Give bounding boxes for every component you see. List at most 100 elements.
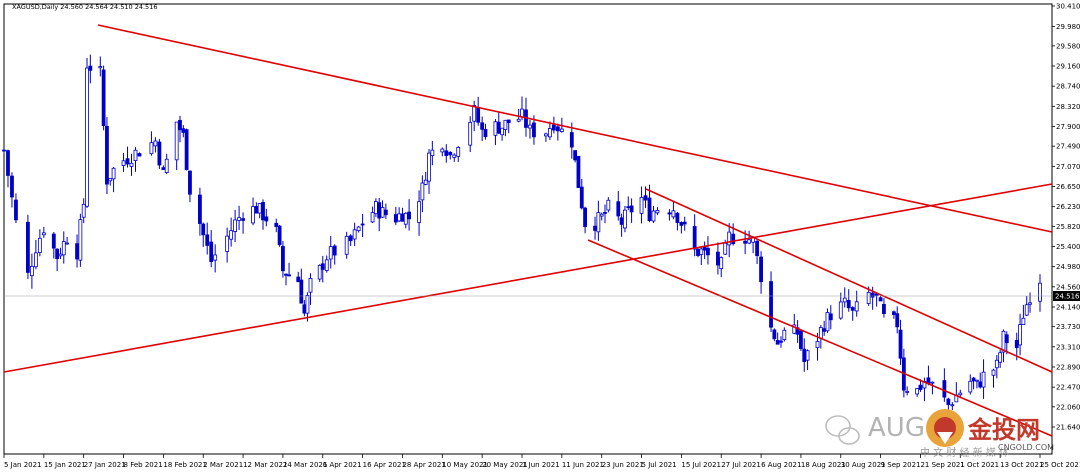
candle-body (651, 210, 656, 222)
candle (417, 190, 421, 236)
y-tick-label: 25.400 (1056, 243, 1080, 251)
candle (898, 319, 903, 365)
candle (975, 379, 979, 389)
candle (149, 131, 154, 156)
candle-body (493, 121, 498, 136)
candle (188, 170, 192, 203)
candle-body (149, 142, 154, 155)
candle (305, 292, 310, 322)
candle-body (201, 223, 206, 236)
candle-body (10, 175, 14, 198)
candle (651, 205, 656, 223)
candle-body (915, 388, 920, 395)
candle (878, 296, 883, 302)
candle-body (85, 67, 89, 207)
x-tick-label: 8 Feb 2021 (124, 461, 163, 469)
candle (606, 197, 611, 213)
candle-body (370, 212, 375, 223)
candle-body (532, 122, 536, 138)
candle-body (747, 239, 752, 244)
candle (264, 208, 269, 227)
candle-body (393, 214, 398, 223)
candle-body (716, 251, 720, 266)
candle-body (257, 203, 262, 214)
candle-body (188, 170, 192, 195)
watermark: AUG 金投网 中 文 财 经 新 媒 体 CNGOLD.COM (820, 402, 1080, 468)
x-tick-label: 27 Jan 2021 (84, 461, 126, 469)
candle-body (978, 381, 983, 388)
candle (782, 327, 787, 342)
candle-body (850, 307, 855, 311)
candle (133, 147, 138, 172)
y-tick-label: 26.650 (1056, 183, 1080, 191)
x-tick-label: 5 Jan 2021 (4, 461, 42, 469)
candle-body (544, 133, 548, 137)
candle-body (198, 194, 202, 224)
candle (496, 111, 501, 135)
candle-body (348, 235, 353, 242)
candle-body (229, 230, 234, 240)
candle (420, 175, 425, 213)
x-tick-label: 20 May 2021 (482, 461, 528, 469)
candle-body (551, 124, 556, 131)
candle-body (802, 348, 807, 362)
candle (98, 56, 103, 77)
candle-body (213, 254, 218, 261)
candle-body (308, 278, 313, 293)
candle (655, 207, 660, 216)
candle-body (403, 212, 408, 225)
candle-body (26, 221, 30, 273)
candle (1018, 313, 1022, 356)
candle-body (918, 384, 923, 390)
candle-body (528, 124, 532, 129)
candle (583, 206, 587, 234)
candle-body (1028, 302, 1032, 305)
candle-body (174, 121, 179, 161)
candle-body (655, 210, 660, 214)
candle-body (842, 297, 847, 303)
candle (692, 214, 697, 257)
candle-body (1038, 282, 1042, 302)
candle-body (407, 211, 412, 220)
candle (81, 198, 86, 224)
candle-body (88, 65, 93, 71)
candle-body (818, 327, 823, 339)
candle (544, 132, 548, 142)
candle-body (397, 213, 402, 222)
candle-body (623, 209, 627, 229)
candle-body (639, 197, 644, 214)
candle (251, 197, 255, 226)
candle-body (619, 217, 624, 225)
candle-body (719, 257, 724, 270)
candle-body (184, 129, 189, 170)
y-tick-label: 29.580 (1056, 42, 1080, 50)
candle-body (696, 248, 700, 256)
candle-body (775, 340, 780, 345)
candle-body (324, 259, 329, 271)
candle (344, 231, 349, 259)
candle-body (942, 380, 947, 398)
trendline-channel-bottom[interactable] (587, 239, 1053, 437)
x-tick-label: 15 Jan 2021 (44, 461, 86, 469)
current-price-tag: 24.516 (1053, 291, 1080, 301)
candle (6, 149, 10, 188)
candle (61, 231, 66, 264)
candle-body (675, 212, 680, 223)
candle (755, 238, 759, 264)
x-tick-label: 15 Jul 2021 (681, 461, 721, 469)
candle-body (579, 186, 584, 209)
candle-body (629, 205, 634, 213)
candle-body (129, 162, 134, 167)
candle-body (870, 292, 875, 298)
candle (772, 328, 777, 342)
candle-body (994, 359, 999, 369)
y-tick-label: 22.470 (1056, 384, 1080, 392)
candle-body (264, 216, 269, 222)
trendline-channel-top[interactable] (645, 188, 1053, 373)
trendline-upper-descending[interactable] (97, 24, 1053, 233)
candle (838, 292, 843, 320)
candle (229, 217, 234, 247)
trendline-lower-ascending[interactable] (3, 183, 1053, 373)
